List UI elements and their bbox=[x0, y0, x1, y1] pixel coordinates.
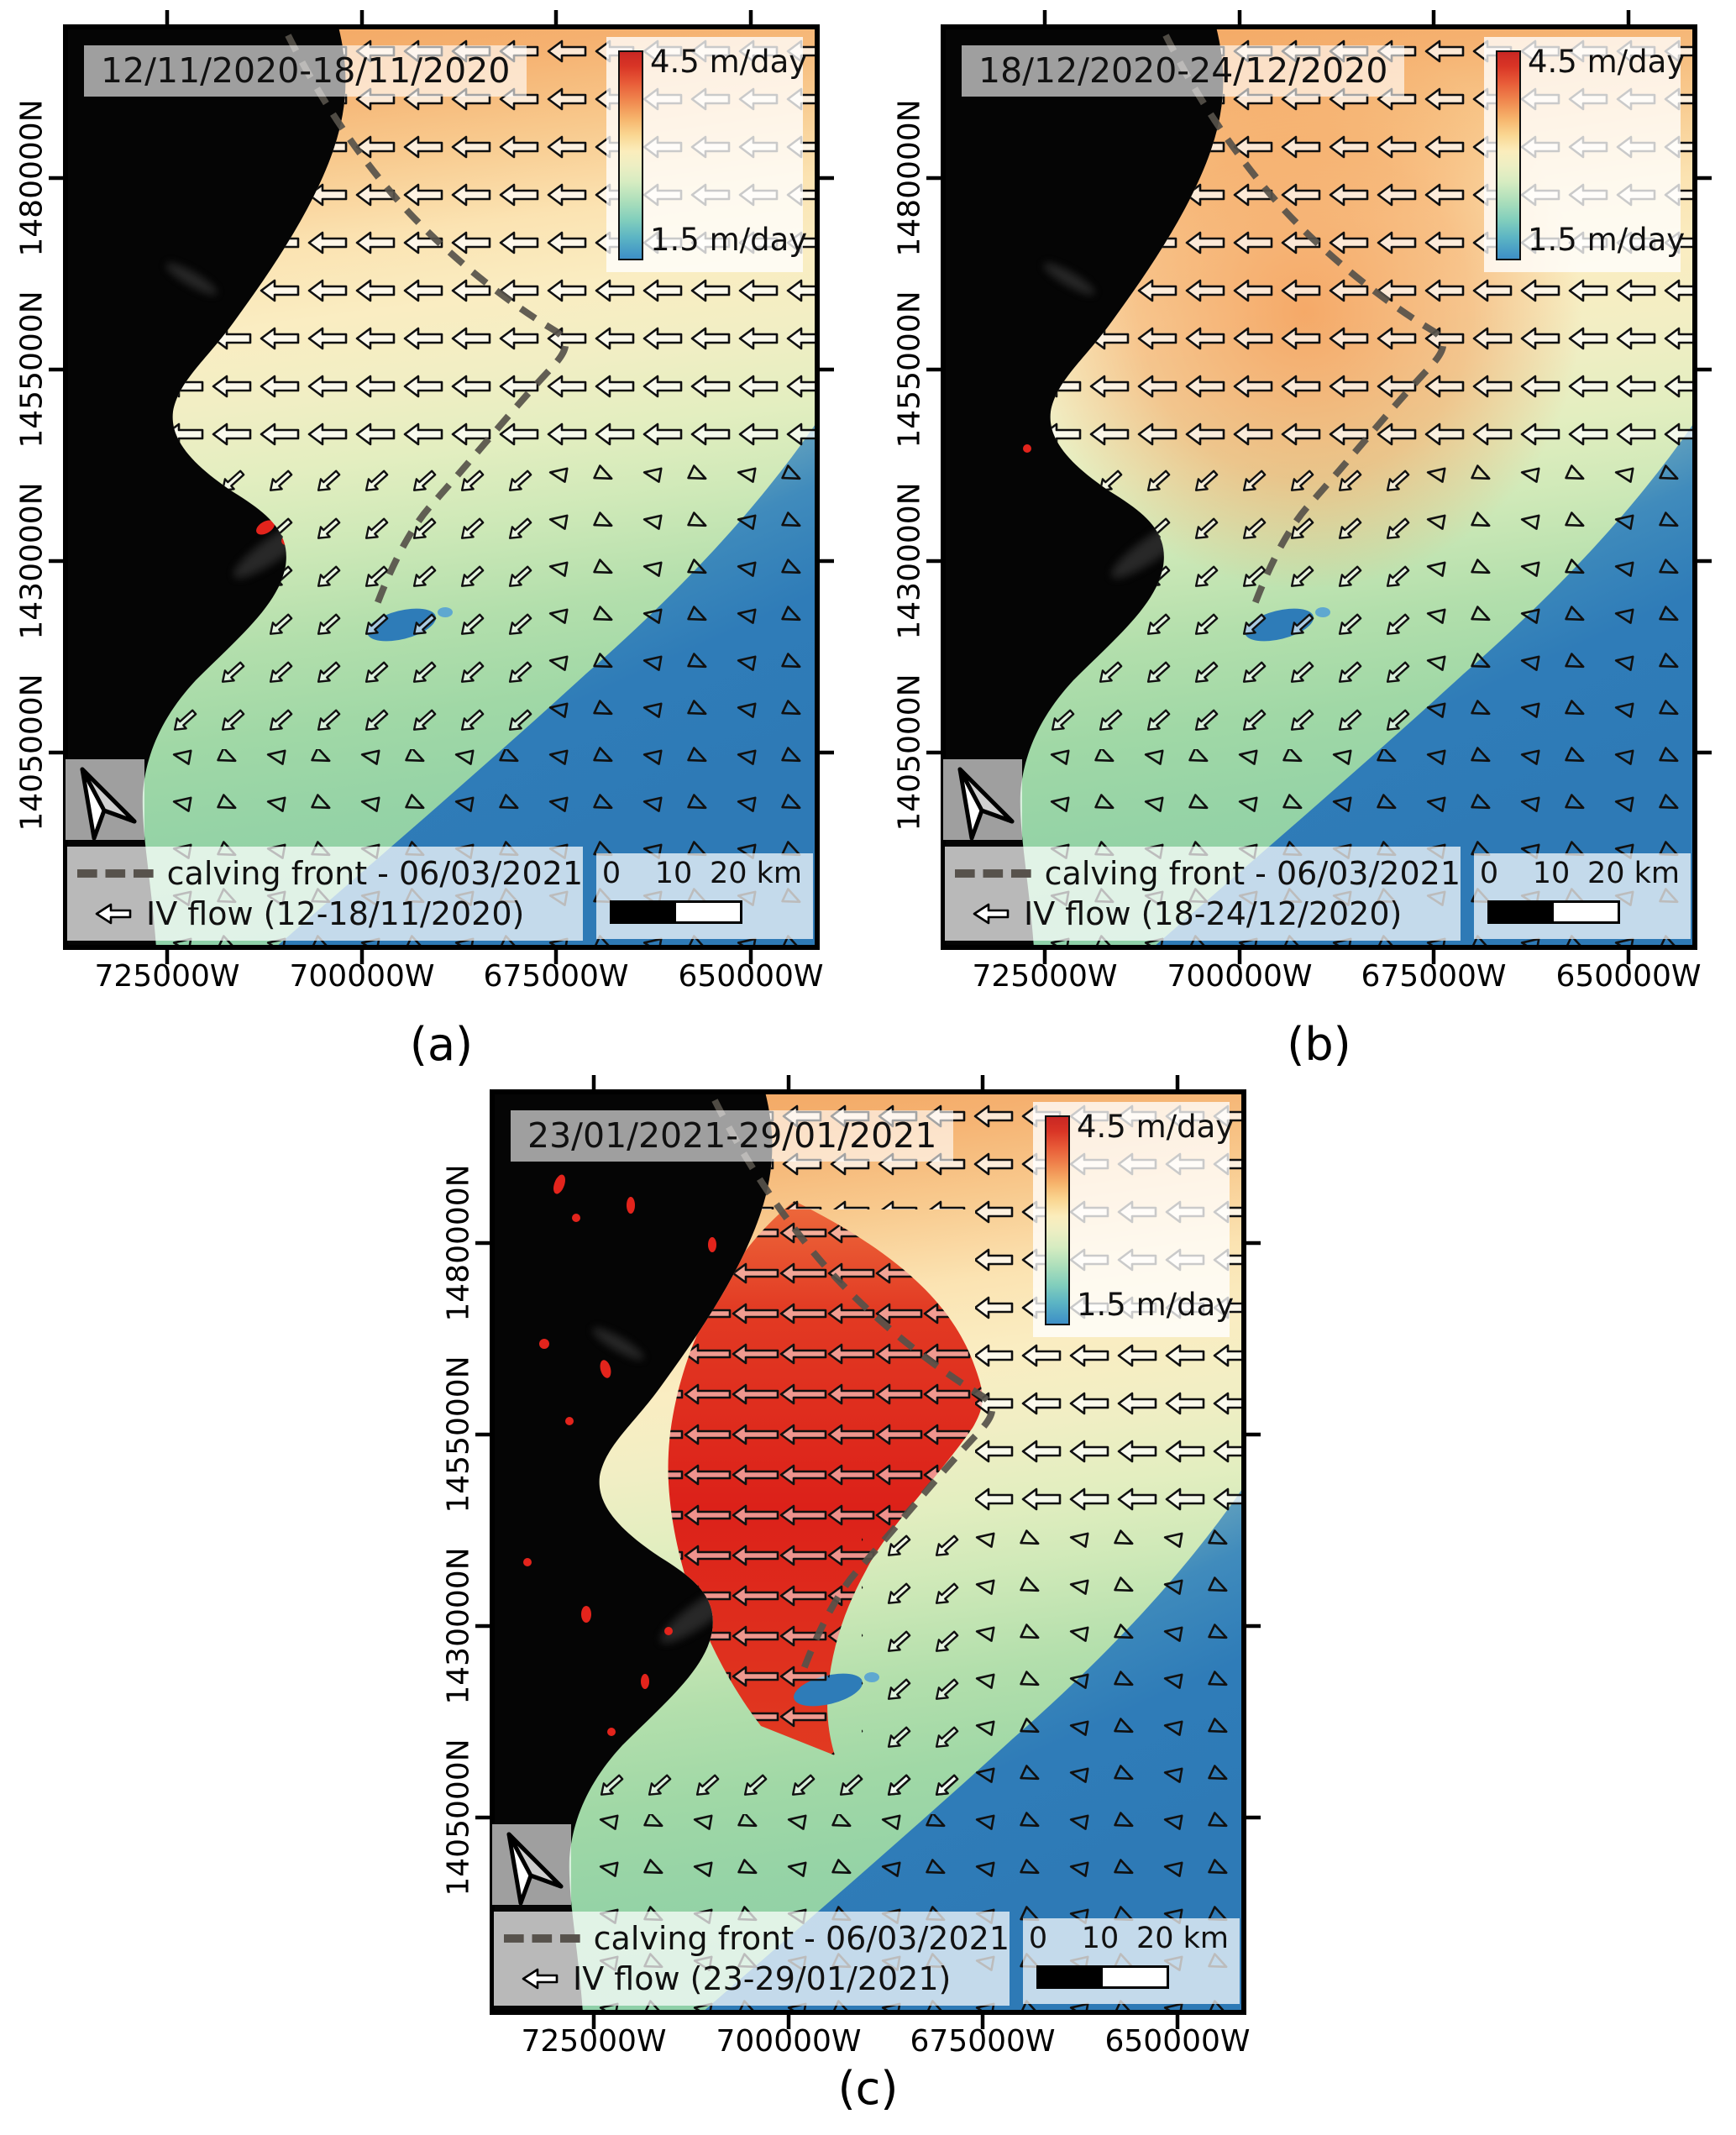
scalebar-20: 20 km bbox=[709, 857, 803, 890]
panel-b: 18/12/2020-24/12/2020 4.5 m/day 1.5 m/da… bbox=[893, 24, 1697, 1071]
x-tick-label: 700000W bbox=[1167, 959, 1313, 994]
iv-flow-label: IV flow (23-29/01/2021) bbox=[573, 1960, 952, 1997]
dashed-line-icon bbox=[504, 1934, 580, 1943]
flow-arrow-icon bbox=[522, 1968, 559, 1990]
x-tick-label: 725000W bbox=[972, 959, 1118, 994]
date-range-label: 12/11/2020-18/11/2020 bbox=[84, 45, 527, 97]
legend-row-iv-flow: IV flow (18-24/12/2020) bbox=[955, 895, 1461, 932]
x-tick-label: 725000W bbox=[94, 959, 240, 994]
scalebar-20: 20 km bbox=[1587, 857, 1681, 890]
colorbar-min-label: 1.5 m/day bbox=[650, 222, 808, 258]
legend: calving front - 06/03/2021 IV flow (18-2… bbox=[945, 847, 1461, 941]
y-tick-label: 1405000N bbox=[441, 1739, 476, 1896]
legend-row-calving-front: calving front - 06/03/2021 bbox=[955, 855, 1461, 892]
x-tick-label: 700000W bbox=[289, 959, 435, 994]
panel-a: 12/11/2020-18/11/2020 4.5 m/day 1.5 m/da… bbox=[15, 24, 820, 1071]
colorbar-max-label: 4.5 m/day bbox=[1528, 44, 1686, 80]
panel-letter: (b) bbox=[1287, 1018, 1351, 1071]
colorbar-gradient bbox=[1496, 50, 1521, 260]
x-tick-label: 650000W bbox=[1104, 2024, 1251, 2059]
map-frame bbox=[490, 1089, 1246, 2015]
scalebar-0: 0 bbox=[1479, 857, 1499, 890]
iv-flow-label: IV flow (18-24/12/2020) bbox=[1024, 895, 1403, 932]
legend: calving front - 06/03/2021 IV flow (23-2… bbox=[494, 1912, 1010, 2006]
scalebar-bar bbox=[1036, 1965, 1169, 1989]
flow-arrow-icon bbox=[95, 903, 132, 925]
date-range-label: 23/01/2021-29/01/2021 bbox=[511, 1110, 954, 1162]
legend-row-iv-flow: IV flow (12-18/11/2020) bbox=[77, 895, 583, 932]
map-c bbox=[492, 1092, 1244, 2012]
dashed-line-icon bbox=[77, 869, 154, 878]
scalebar-0: 0 bbox=[601, 857, 621, 890]
x-tick-label: 650000W bbox=[678, 959, 824, 994]
scalebar-10: 10 bbox=[1532, 857, 1571, 890]
panel-letter: (a) bbox=[409, 1018, 474, 1071]
y-tick-label: 1480000N bbox=[441, 1164, 476, 1322]
y-tick-label: 1430000N bbox=[441, 1547, 476, 1705]
dashed-line-icon bbox=[955, 869, 1031, 878]
calving-front-label: calving front - 06/03/2021 bbox=[593, 1920, 1010, 1957]
colorbar-min-label: 1.5 m/day bbox=[1077, 1287, 1235, 1323]
colorbar-max-label: 4.5 m/day bbox=[650, 44, 808, 80]
calving-front-label: calving front - 06/03/2021 bbox=[1044, 855, 1461, 892]
date-range-label: 18/12/2020-24/12/2020 bbox=[962, 45, 1405, 97]
x-tick-label: 675000W bbox=[910, 2024, 1056, 2059]
north-arrow-box bbox=[943, 759, 1022, 841]
scalebar-10: 10 bbox=[654, 857, 693, 890]
y-tick-label: 1405000N bbox=[892, 674, 927, 831]
y-tick-label: 1430000N bbox=[892, 482, 927, 640]
scalebar-20: 20 km bbox=[1135, 1922, 1230, 1955]
map-frame bbox=[63, 24, 820, 950]
y-tick-label: 1480000N bbox=[892, 99, 927, 257]
x-tick-label: 725000W bbox=[521, 2024, 667, 2059]
x-tick-label: 650000W bbox=[1555, 959, 1702, 994]
colorbar: 4.5 m/day 1.5 m/day bbox=[606, 37, 807, 272]
colorbar: 4.5 m/day 1.5 m/day bbox=[1033, 1102, 1234, 1337]
flow-arrow-icon bbox=[973, 903, 1010, 925]
colorbar-min-label: 1.5 m/day bbox=[1528, 222, 1686, 258]
north-arrow-icon bbox=[957, 767, 1015, 841]
scalebar-bar bbox=[1487, 900, 1620, 924]
colorbar-gradient bbox=[618, 50, 643, 260]
y-tick-label: 1430000N bbox=[14, 482, 50, 640]
legend-row-iv-flow: IV flow (23-29/01/2021) bbox=[504, 1960, 1010, 1997]
y-tick-label: 1455000N bbox=[441, 1356, 476, 1513]
y-tick-label: 1455000N bbox=[14, 291, 50, 449]
scalebar-0: 0 bbox=[1028, 1922, 1048, 1955]
calving-front-label: calving front - 06/03/2021 bbox=[166, 855, 583, 892]
north-arrow-icon bbox=[80, 767, 137, 841]
iv-flow-label: IV flow (12-18/11/2020) bbox=[146, 895, 525, 932]
panel-c: 23/01/2021-29/01/2021 4.5 m/day 1.5 m/da… bbox=[442, 1092, 1244, 2115]
colorbar-max-label: 4.5 m/day bbox=[1077, 1109, 1235, 1145]
north-arrow-box bbox=[492, 1824, 571, 1906]
y-tick-label: 1405000N bbox=[14, 674, 50, 831]
map-frame bbox=[941, 24, 1697, 950]
scalebar-10: 10 bbox=[1081, 1922, 1120, 1955]
x-tick-label: 675000W bbox=[1361, 959, 1507, 994]
x-tick-label: 675000W bbox=[483, 959, 629, 994]
north-arrow-icon bbox=[506, 1832, 564, 1906]
legend: calving front - 06/03/2021 IV flow (12-1… bbox=[67, 847, 583, 941]
scalebar: 0 10 20 km bbox=[1474, 853, 1691, 939]
legend-row-calving-front: calving front - 06/03/2021 bbox=[504, 1920, 1010, 1957]
scalebar: 0 10 20 km bbox=[596, 853, 813, 939]
scalebar-bar bbox=[610, 900, 742, 924]
colorbar: 4.5 m/day 1.5 m/day bbox=[1484, 37, 1685, 272]
scalebar: 0 10 20 km bbox=[1023, 1918, 1240, 2004]
x-tick-label: 700000W bbox=[716, 2024, 862, 2059]
legend-row-calving-front: calving front - 06/03/2021 bbox=[77, 855, 583, 892]
colorbar-gradient bbox=[1045, 1115, 1070, 1325]
north-arrow-box bbox=[66, 759, 144, 841]
panel-letter: (c) bbox=[837, 2062, 899, 2115]
y-tick-label: 1480000N bbox=[14, 99, 50, 257]
y-tick-label: 1455000N bbox=[892, 291, 927, 449]
